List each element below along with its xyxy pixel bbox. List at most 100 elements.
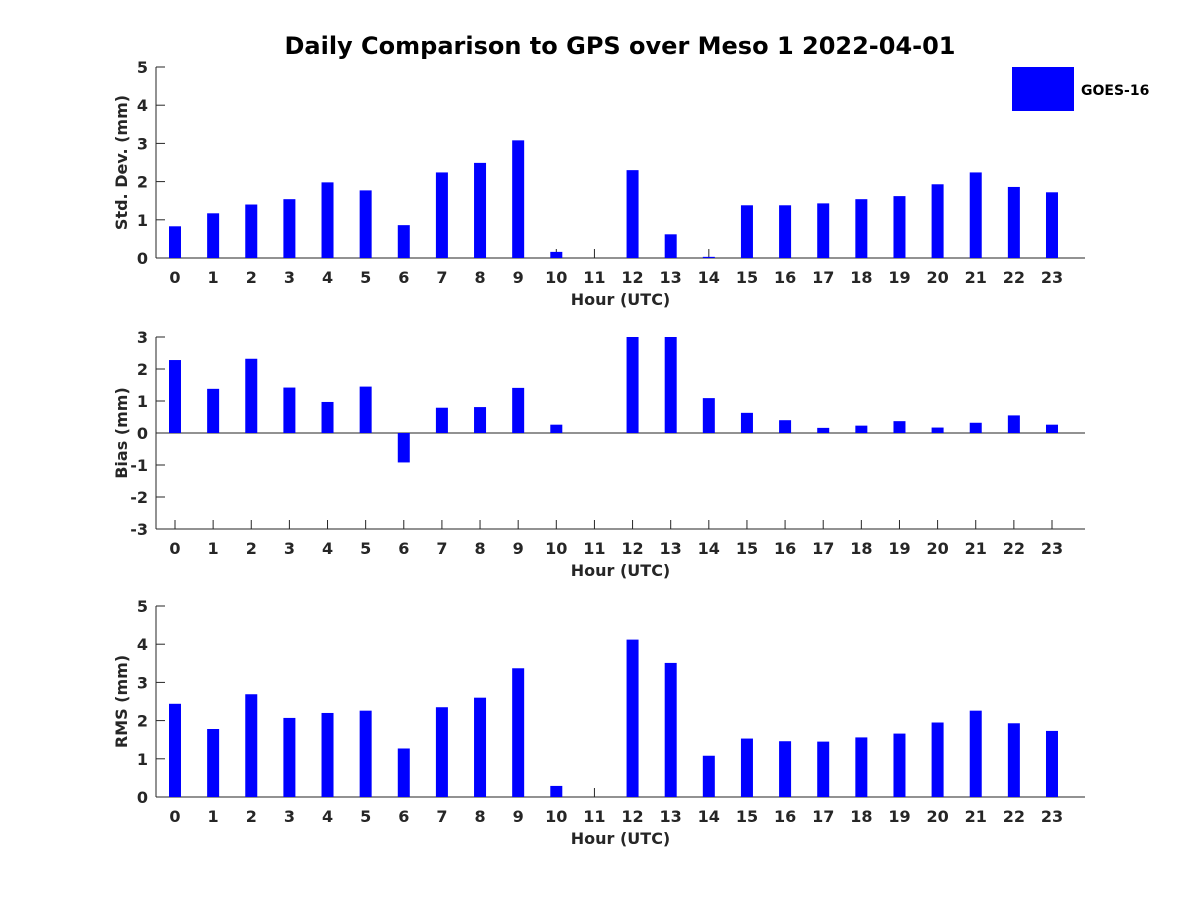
rms-xtick-label: 8 (474, 807, 485, 826)
bias-xtick-label: 14 (698, 539, 720, 558)
legend-swatch (1012, 67, 1074, 111)
rms-bar-hour-7 (435, 707, 448, 797)
rms-xtick-label: 0 (169, 807, 180, 826)
stddev-xtick-label: 12 (621, 268, 643, 287)
bias-bar-hour-16 (779, 420, 792, 433)
rms-bar-hour-22 (1007, 723, 1020, 797)
stddev-ytick-label: 4 (137, 96, 148, 115)
stddev-xtick-label: 8 (474, 268, 485, 287)
rms-xtick-label: 20 (926, 807, 948, 826)
bias-bar-hour-3 (283, 387, 296, 433)
stddev-xtick-label: 3 (284, 268, 295, 287)
rms-xtick-label: 10 (545, 807, 567, 826)
bias-bar-hour-19 (893, 421, 906, 433)
bias-bar-hour-8 (474, 407, 487, 433)
rms-bar-hour-0 (169, 703, 181, 797)
rms-xtick-label: 9 (513, 807, 524, 826)
rms-xtick-label: 17 (812, 807, 834, 826)
stddev-xtick-label: 2 (246, 268, 257, 287)
rms-bar-hour-1 (207, 729, 220, 797)
bias-xtick-label: 5 (360, 539, 371, 558)
bias-xtick-label: 11 (583, 539, 605, 558)
stddev-ytick-label: 5 (137, 58, 148, 77)
bias-xtick-label: 17 (812, 539, 834, 558)
rms-bar-hour-10 (550, 785, 563, 797)
stddev-xtick-label: 18 (850, 268, 872, 287)
stddev-bar-hour-19 (893, 196, 906, 258)
stddev-xtick-label: 22 (1003, 268, 1025, 287)
bias-y-label: Bias (mm) (112, 387, 131, 479)
legend: GOES-16 (1012, 67, 1149, 111)
rms-bar-hour-23 (1045, 730, 1058, 797)
stddev-bar-hour-15 (740, 205, 753, 258)
stddev-ytick-label: 3 (137, 134, 148, 153)
rms-ytick-label: 2 (137, 712, 148, 731)
stddev-xtick-label: 16 (774, 268, 796, 287)
stddev-bar-hour-9 (512, 140, 525, 258)
stddev-xtick-label: 7 (436, 268, 447, 287)
bias-bar-hour-22 (1007, 415, 1020, 433)
stddev-bar-hour-6 (397, 225, 410, 258)
rms-bar-hour-13 (664, 662, 677, 797)
stddev-ytick-label: 2 (137, 173, 148, 192)
bias-xtick-label: 15 (736, 539, 758, 558)
stddev-xtick-label: 21 (965, 268, 987, 287)
bias-ytick-label: -1 (130, 456, 148, 475)
bias-xtick-label: 12 (621, 539, 643, 558)
rms-bar-hour-18 (855, 737, 868, 797)
rms-bar-hour-19 (893, 733, 906, 797)
stddev-xtick-label: 13 (660, 268, 682, 287)
bias-xtick-label: 23 (1041, 539, 1063, 558)
stddev-bar-hour-22 (1007, 186, 1020, 258)
bias-ytick-label: 1 (137, 392, 148, 411)
bias-x-label: Hour (UTC) (571, 561, 671, 580)
stddev-bar-hour-17 (817, 203, 830, 258)
stddev-ytick-label: 1 (137, 211, 148, 230)
figure-title: Daily Comparison to GPS over Meso 1 2022… (284, 32, 955, 60)
rms-ytick-label: 5 (137, 597, 148, 616)
bias-xtick-label: 16 (774, 539, 796, 558)
rms-xtick-label: 12 (621, 807, 643, 826)
bias-xtick-label: 6 (398, 539, 409, 558)
bias-xtick-label: 9 (513, 539, 524, 558)
rms-xtick-label: 18 (850, 807, 872, 826)
bias-bar-hour-23 (1045, 424, 1058, 433)
rms-ytick-label: 0 (137, 788, 148, 807)
rms-bar-hour-8 (474, 697, 487, 797)
rms-xtick-label: 1 (208, 807, 219, 826)
rms-x-label: Hour (UTC) (571, 829, 671, 848)
bias-bar-hour-5 (359, 386, 372, 433)
rms-xtick-label: 21 (965, 807, 987, 826)
rms-xtick-label: 6 (398, 807, 409, 826)
bias-xtick-label: 10 (545, 539, 567, 558)
bias-ytick-label: 2 (137, 360, 148, 379)
stddev-bar-hour-5 (359, 190, 372, 258)
stddev-xtick-label: 15 (736, 268, 758, 287)
bias-xtick-label: 4 (322, 539, 333, 558)
rms-ytick-label: 1 (137, 750, 148, 769)
rms-bar-hour-3 (283, 717, 296, 797)
stddev-xtick-label: 5 (360, 268, 371, 287)
stddev-xtick-label: 11 (583, 268, 605, 287)
rms-xtick-label: 11 (583, 807, 605, 826)
bias-ytick-label: 0 (137, 424, 148, 443)
bias-bar-hour-21 (969, 422, 982, 433)
bias-bar-hour-14 (702, 398, 715, 433)
rms-xtick-label: 23 (1041, 807, 1063, 826)
rms-bar-hour-16 (779, 741, 792, 797)
stddev-bar-hour-23 (1045, 192, 1058, 258)
rms-bar-hour-20 (931, 722, 944, 797)
legend-label: GOES-16 (1081, 83, 1149, 99)
rms-xtick-label: 13 (660, 807, 682, 826)
bias-bar-hour-18 (855, 425, 868, 433)
stddev-ytick-label: 0 (137, 249, 148, 268)
rms-xtick-label: 14 (698, 807, 720, 826)
rms-xtick-label: 5 (360, 807, 371, 826)
stddev-xtick-label: 19 (888, 268, 910, 287)
rms-bar-hour-15 (740, 738, 753, 797)
stddev-bar-hour-4 (321, 182, 334, 258)
